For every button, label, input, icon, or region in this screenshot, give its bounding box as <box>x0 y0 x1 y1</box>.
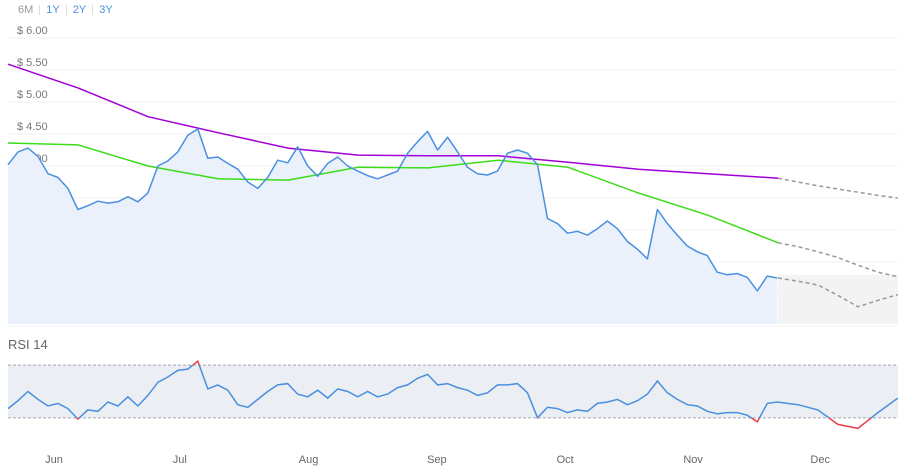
price-forecast-line <box>777 277 899 308</box>
divider <box>39 5 41 15</box>
rsi-line <box>7 365 899 418</box>
ma50-forecast-line <box>777 242 898 278</box>
x-axis-label: Jul <box>173 454 187 466</box>
x-axis: Jun Jul Aug Sep Oct Nov Dec <box>45 454 830 466</box>
x-axis-label: Dec <box>810 454 830 466</box>
price-axis-label: $ 5.00 <box>17 89 48 101</box>
price-axis-label: $ 6.00 <box>17 25 48 37</box>
ma200-line <box>7 63 779 179</box>
price-axis-label: $ 5.50 <box>17 57 48 69</box>
price-area-fill <box>8 128 778 324</box>
range-selector: 6M 1Y 2Y 3Y <box>14 4 117 16</box>
divider <box>65 5 67 15</box>
forecast-region <box>777 274 898 324</box>
rsi-title: RSI 14 <box>8 337 48 352</box>
x-axis-label: Aug <box>299 454 319 466</box>
x-axis-label: Jun <box>45 454 63 466</box>
ma200-forecast-line <box>777 177 898 199</box>
x-axis-label: Sep <box>427 454 447 466</box>
price-line <box>7 128 778 292</box>
price-axis-label: $ 4.50 <box>17 121 48 133</box>
divider <box>92 5 94 15</box>
price-series <box>7 63 899 308</box>
rsi-band <box>8 365 898 418</box>
x-axis-label: Nov <box>683 454 703 466</box>
range-1y-button[interactable]: 1Y <box>46 4 60 16</box>
rsi-panel <box>7 359 899 430</box>
ma50-line <box>7 142 779 244</box>
range-3y-button[interactable]: 3Y <box>99 4 113 16</box>
range-2y-button[interactable]: 2Y <box>72 4 87 16</box>
x-axis-label: Oct <box>557 454 574 466</box>
range-6m-button[interactable]: 6M <box>18 4 34 16</box>
